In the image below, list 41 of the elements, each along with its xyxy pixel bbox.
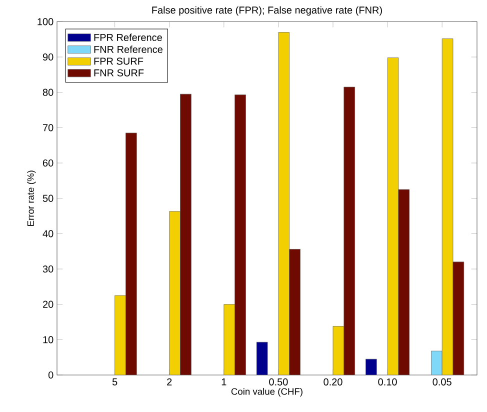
x-tick-label: 2 [167,378,172,386]
bar [169,211,180,375]
bar [278,32,290,375]
x-axis-title: Coin value (CHF) [231,388,302,397]
bar [180,94,192,375]
bar [398,189,410,375]
bar [387,58,399,375]
bar [224,304,236,375]
bar [126,132,137,375]
legend-label: FPR Reference [94,34,162,42]
y-tick-label: 70 [43,124,54,132]
x-tick-label: 0.10 [378,378,397,386]
y-tick-label: 80 [42,88,54,96]
y-tick-label: 0 [48,371,54,379]
y-tick-label: 90 [42,53,54,61]
bar [442,38,454,375]
x-tick-label: 0.05 [432,378,452,386]
y-tick-label: 50 [42,194,54,202]
x-tick-label: 5 [112,378,118,386]
legend-label: FNR SURF [94,69,144,76]
y-tick-label: 60 [43,159,54,167]
y-tick-label: 20 [43,300,54,308]
x-tick-label: 0.50 [269,378,288,386]
bar [114,295,126,375]
bar [366,358,377,375]
x-tick-label: 0.20 [324,378,342,386]
x-tick-label: 1 [222,378,226,386]
bar [289,249,300,375]
bar [452,262,464,375]
bar [332,326,344,375]
legend-label: FPR SURF [94,58,144,65]
y-tick-label: 10 [43,336,54,344]
y-tick-label: 100 [38,18,54,26]
y-axis-title: Error rate (%) [27,170,36,226]
bar [234,94,246,375]
y-tick-label: 40 [42,230,54,238]
chart-title: False positive rate (FPR); False negative rate (FNR) [152,6,382,16]
bar [256,342,268,375]
bar [344,86,356,375]
legend-label: FNR Reference [94,46,163,53]
y-tick-label: 30 [42,265,54,273]
